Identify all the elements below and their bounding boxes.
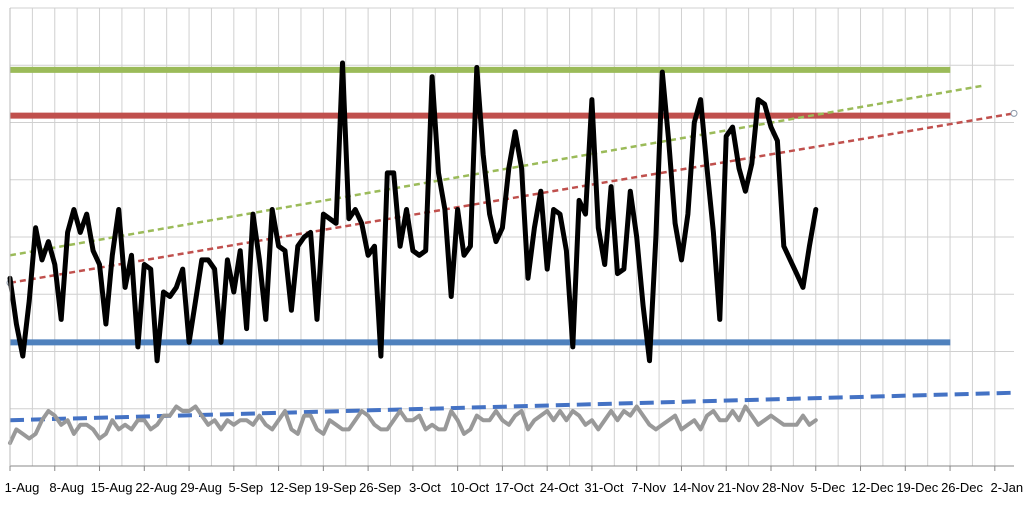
trendline-endpoint-marker — [1010, 109, 1018, 117]
series-lines — [7, 60, 819, 446]
x-tick-label: 24-Oct — [540, 480, 579, 495]
x-tick-label: 3-Oct — [409, 480, 441, 495]
x-tick-label: 21-Nov — [717, 480, 759, 495]
trendline-secondary-trend — [9, 390, 1015, 423]
x-tick-label: 1-Aug — [5, 480, 40, 495]
x-tick-label: 7-Nov — [631, 480, 666, 495]
x-tick-label: 2-Jan — [991, 480, 1024, 495]
x-tick-label: 29-Aug — [180, 480, 222, 495]
x-tick-label: 19-Sep — [314, 480, 356, 495]
x-tick-label: 26-Dec — [941, 480, 983, 495]
x-tick-label: 5-Dec — [810, 480, 845, 495]
trendline-upper-trend — [9, 84, 983, 257]
x-tick-label: 22-Aug — [135, 480, 177, 495]
x-tick-label: 10-Oct — [450, 480, 489, 495]
series-line-secondary — [8, 404, 818, 446]
x-tick-label: 17-Oct — [495, 480, 534, 495]
x-tick-label: 5-Sep — [228, 480, 263, 495]
x-tick-label: 19-Dec — [896, 480, 938, 495]
x-tick-label: 8-Aug — [49, 480, 84, 495]
series-line-main — [7, 60, 819, 364]
x-tick-label: 31-Oct — [584, 480, 623, 495]
x-axis: 1-Aug 8-Aug 15-Aug 22-Aug 29-Aug 5-Sep 12-Sep 1… — [5, 8, 1023, 495]
x-tick-label: 15-Aug — [91, 480, 133, 495]
x-tick-label: 12-Dec — [852, 480, 894, 495]
x-tick-label: 14-Nov — [673, 480, 715, 495]
x-tick-label: 12-Sep — [270, 480, 312, 495]
x-tick-label: 28-Nov — [762, 480, 804, 495]
x-tick-label: 26-Sep — [359, 480, 401, 495]
